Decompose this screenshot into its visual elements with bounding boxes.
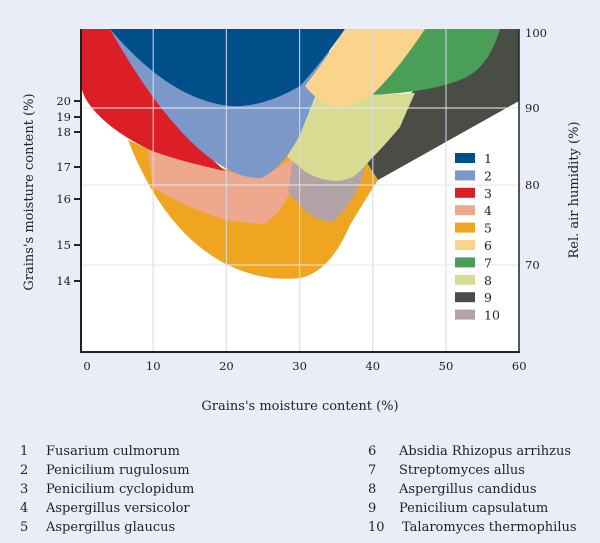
legend-label-2: 2 bbox=[484, 168, 492, 183]
grid bbox=[81, 29, 519, 352]
y-right-tick-label: 90 bbox=[525, 101, 540, 115]
y-left-tick-label: 16 bbox=[56, 192, 71, 206]
region-6 bbox=[305, 29, 425, 108]
key-species-name: Absidia Rhizopus arrihzus bbox=[398, 444, 571, 459]
legend-label-4: 4 bbox=[484, 203, 492, 218]
key-number: 10 bbox=[368, 520, 385, 535]
x-axis-label: Grains's moisture content (%) bbox=[201, 399, 398, 414]
legend-swatch-9 bbox=[455, 292, 475, 303]
y-right-tick-label: 100 bbox=[525, 26, 547, 40]
y-left-tick-label: 15 bbox=[56, 238, 71, 252]
key-number: 4 bbox=[20, 501, 28, 516]
key-number: 2 bbox=[20, 463, 28, 478]
legend-label-6: 6 bbox=[484, 238, 492, 253]
y-axis-right-label: Rel. air humidity (%) bbox=[567, 121, 582, 258]
legend-swatch-4 bbox=[455, 205, 475, 216]
key-species-name: Aspergillus glaucus bbox=[45, 520, 175, 535]
legend-label-7: 7 bbox=[484, 255, 492, 270]
key-number: 5 bbox=[20, 520, 28, 535]
key-species-name: Penicilium capsulatum bbox=[399, 501, 548, 516]
y-left-tick-label: 17 bbox=[56, 160, 71, 174]
x-tick-label: 30 bbox=[292, 359, 307, 373]
y-right-tick-label: 80 bbox=[525, 178, 540, 192]
x-tick-label: 0 bbox=[83, 359, 90, 373]
key-number: 7 bbox=[368, 463, 376, 478]
region-8 bbox=[287, 92, 415, 182]
x-tick-label: 60 bbox=[512, 359, 527, 373]
key-number: 8 bbox=[368, 482, 376, 497]
y-left-tick-label: 18 bbox=[56, 125, 71, 139]
legend-swatch-2 bbox=[455, 170, 475, 181]
legend: 1 2 3 4 5 6 7 8 9 10 bbox=[455, 151, 500, 323]
legend-swatch-8 bbox=[455, 274, 475, 285]
x-tick-label: 50 bbox=[439, 359, 454, 373]
key-number: 6 bbox=[368, 444, 376, 459]
legend-swatch-7 bbox=[455, 257, 475, 268]
region-7 bbox=[372, 29, 500, 95]
key-species-name: Fusarium culmorum bbox=[46, 444, 180, 459]
x-tick-label: 40 bbox=[365, 359, 380, 373]
y-left-tick-label: 19 bbox=[56, 110, 71, 124]
legend-swatch-10 bbox=[455, 309, 475, 320]
regions bbox=[81, 29, 519, 279]
region-9 bbox=[365, 29, 519, 180]
region-1 bbox=[110, 29, 345, 107]
legend-swatch-6 bbox=[455, 240, 475, 250]
legend-swatch-1 bbox=[455, 153, 475, 163]
legend-label-9: 9 bbox=[484, 290, 492, 305]
species-key-list: 1 Fusarium culmorum 2 Penicilium rugulosum 3… bbox=[20, 444, 577, 535]
key-number: 9 bbox=[368, 501, 376, 516]
region-4 bbox=[148, 150, 300, 224]
legend-label-10: 10 bbox=[484, 308, 500, 323]
axes bbox=[80, 29, 520, 353]
y-right-tick-label: 70 bbox=[525, 258, 540, 272]
key-number: 3 bbox=[20, 482, 28, 497]
legend-label-1: 1 bbox=[484, 151, 492, 166]
y-left-tick-label: 14 bbox=[56, 274, 71, 288]
legend-swatch-5 bbox=[455, 222, 475, 233]
legend-label-3: 3 bbox=[484, 186, 492, 201]
key-number: 1 bbox=[20, 444, 28, 459]
key-species-name: Penicilium cyclopidum bbox=[46, 482, 194, 497]
x-tick-label: 10 bbox=[146, 359, 161, 373]
legend-label-5: 5 bbox=[484, 221, 492, 236]
key-species-name: Talaromyces thermophilus bbox=[402, 520, 577, 535]
key-species-name: Aspergillus versicolor bbox=[45, 501, 190, 516]
x-tick-label: 20 bbox=[219, 359, 234, 373]
key-species-name: Penicilium rugulosum bbox=[46, 463, 190, 478]
y-left-tick-label: 20 bbox=[56, 94, 71, 108]
legend-label-8: 8 bbox=[484, 273, 492, 288]
key-species-name: Streptomyces allus bbox=[399, 463, 525, 478]
key-species-name: Aspergillus candidus bbox=[398, 482, 537, 497]
legend-swatch-3 bbox=[455, 187, 475, 198]
y-axis-left-label: Grains's moisture content (%) bbox=[22, 93, 37, 290]
